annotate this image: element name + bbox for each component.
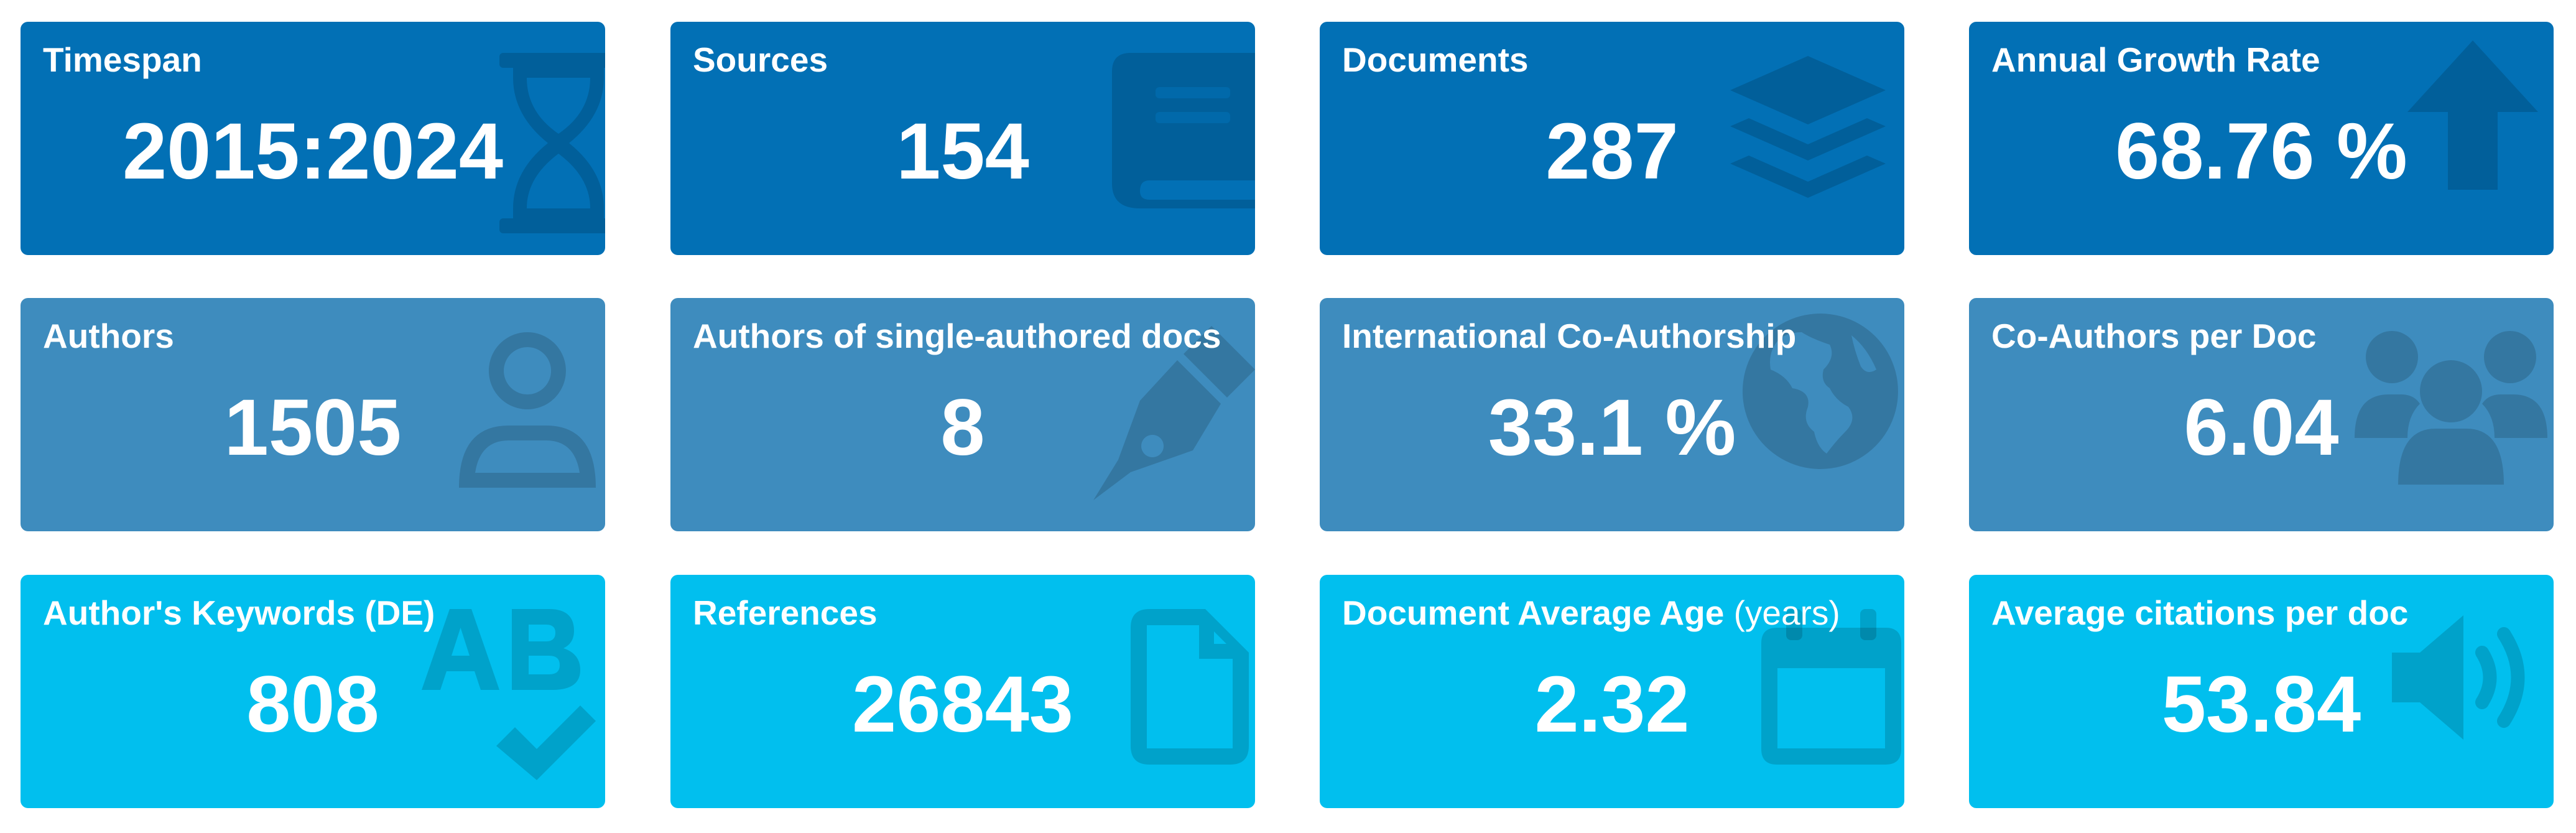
pen-nib-icon [1093, 326, 1255, 500]
hourglass-icon [499, 53, 605, 233]
timespan-card: Timespan 2015:2024 [21, 22, 605, 255]
card-title: Co-Authors per Doc [1991, 317, 2317, 355]
card-value: 2.32 [1534, 660, 1690, 749]
card-value: 154 [896, 107, 1029, 196]
card-title-text: Document Average Age [1342, 593, 1725, 632]
co-authors-per-doc-card: Co-Authors per Doc 6.04 [1969, 298, 2554, 531]
card-value: 33.1 % [1488, 383, 1736, 472]
card-title: Author's Keywords (DE) [43, 593, 435, 632]
international-co-authorship-card: International Co-Authorship 33.1 % [1320, 298, 1904, 531]
card-title: Timespan [43, 40, 202, 79]
card-title: Authors [43, 317, 174, 355]
card-title: Sources [693, 40, 828, 79]
card-title: Average citations per doc [1991, 593, 2409, 632]
layers-icon [1730, 56, 1886, 198]
sources-card: Sources 154 [670, 22, 1255, 255]
authors-card: Authors 1505 [21, 298, 605, 531]
card-value: 808 [246, 660, 379, 749]
card-value: 53.84 [2161, 660, 2361, 749]
arrow-up-icon [2407, 40, 2538, 190]
references-card: References 26843 [670, 575, 1255, 808]
annual-growth-rate-card: Annual Growth Rate 68.76 % [1969, 22, 2554, 255]
card-title: International Co-Authorship [1342, 317, 1797, 355]
calendar-icon [1761, 609, 1901, 765]
volume-icon [2392, 615, 2525, 740]
spell-check-icon [422, 609, 596, 780]
card-value: 287 [1545, 107, 1679, 196]
authors-keywords-card: Author's Keywords (DE) 808 [21, 575, 605, 808]
average-citations-per-doc-card: Average citations per doc 53.84 [1969, 575, 2554, 808]
card-title: Document Average Age (years) [1342, 593, 1840, 633]
card-value: 68.76 % [2115, 107, 2407, 196]
card-title-subtitle: (years) [1733, 593, 1840, 632]
globe-icon [1743, 314, 1898, 469]
card-value: 2015:2024 [122, 107, 504, 196]
user-icon [459, 332, 596, 488]
card-value: 26843 [852, 660, 1073, 749]
document-average-age-card: Document Average Age (years) 2.32 [1320, 575, 1904, 808]
authors-single-authored-card: Authors of single-authored docs 8 [670, 298, 1255, 531]
documents-card: Documents 287 [1320, 22, 1904, 255]
card-title: Annual Growth Rate [1991, 40, 2320, 79]
card-title: Authors of single-authored docs [693, 317, 1221, 355]
card-title: Documents [1342, 40, 1529, 79]
card-value: 6.04 [2184, 383, 2339, 472]
card-title: References [693, 593, 878, 632]
card-value: 8 [940, 383, 985, 472]
users-icon [2355, 331, 2547, 485]
book-icon [1112, 53, 1255, 208]
card-value: 1505 [224, 383, 402, 472]
file-icon [1131, 609, 1249, 765]
